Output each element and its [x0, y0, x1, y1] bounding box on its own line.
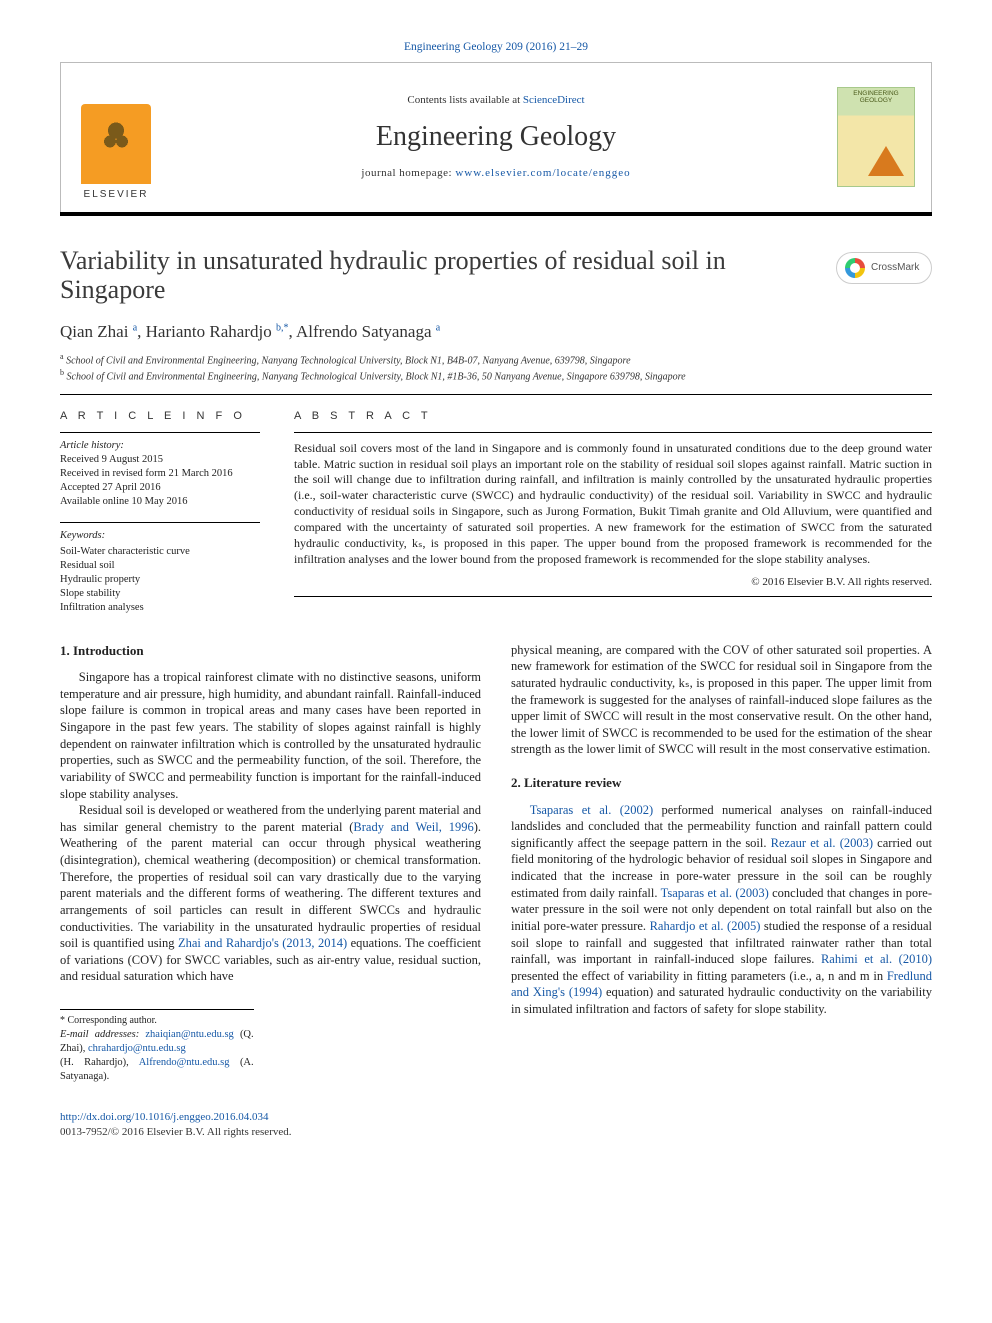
body-columns: 1. Introduction Singapore has a tropical… — [60, 642, 932, 1085]
authors-line: Qian Zhai a, Harianto Rahardjo b,*, Alfr… — [60, 321, 932, 344]
publisher-name: ELSEVIER — [84, 188, 149, 202]
section-1-p1: Singapore has a tropical rainforest clim… — [60, 669, 481, 802]
keyword-1: Soil-Water characteristic curve — [60, 545, 260, 559]
keyword-3: Hydraulic property — [60, 573, 260, 587]
homepage-prefix: journal homepage: — [361, 167, 455, 179]
corresponding-author-block: * Corresponding author. E-mail addresses… — [60, 1009, 254, 1084]
sciencedirect-link[interactable]: ScienceDirect — [523, 94, 585, 106]
author-3: Alfrendo Satyanaga — [296, 322, 431, 341]
contents-line: Contents lists available at ScienceDirec… — [171, 93, 821, 108]
history-received: Received 9 August 2015 — [60, 453, 260, 467]
journal-header: ELSEVIER Contents lists available at Sci… — [60, 62, 932, 212]
journal-name: Engineering Geology — [171, 118, 821, 156]
email-3[interactable]: Alfrendo@ntu.edu.sg — [139, 1057, 230, 1068]
email-label: E-mail addresses: — [60, 1029, 139, 1040]
ref-rahardjo-2005[interactable]: Rahardjo et al. (2005) — [650, 919, 761, 933]
article-info-heading: A R T I C L E I N F O — [60, 409, 260, 424]
abstract-subrule-2 — [294, 596, 932, 597]
ref-tsaparas-2003[interactable]: Tsaparas et al. (2003) — [661, 886, 769, 900]
history-revised: Received in revised form 21 March 2016 — [60, 467, 260, 481]
crossmark-label: CrossMark — [871, 261, 919, 275]
journal-cover-icon: ENGINEERINGGEOLOGY — [837, 87, 915, 187]
affiliation-b: b School of Civil and Environmental Engi… — [60, 368, 932, 384]
publisher-logo-area: ELSEVIER — [61, 63, 171, 212]
keywords-label: Keywords: — [60, 529, 260, 543]
corresponding-label: * Corresponding author. — [60, 1014, 254, 1028]
section-1-title: 1. Introduction — [60, 642, 481, 660]
info-subrule — [60, 432, 260, 433]
ref-rezaur-2003[interactable]: Rezaur et al. (2003) — [771, 836, 873, 850]
copyright-line: © 2016 Elsevier B.V. All rights reserved… — [294, 575, 932, 590]
section-1-p3: physical meaning, are compared with the … — [511, 642, 932, 758]
section-1-p2: Residual soil is developed or weathered … — [60, 802, 481, 985]
journal-cover-area: ENGINEERINGGEOLOGY — [821, 63, 931, 212]
email-2[interactable]: chrahardjo@ntu.edu.sg — [88, 1043, 186, 1054]
homepage-link[interactable]: www.elsevier.com/locate/enggeo — [455, 167, 630, 179]
history-accepted: Accepted 27 April 2016 — [60, 481, 260, 495]
abstract-heading: A B S T R A C T — [294, 409, 932, 424]
elsevier-tree-icon — [81, 104, 151, 184]
keyword-5: Infiltration analyses — [60, 601, 260, 615]
ref-brady-weil-1996[interactable]: Brady and Weil, 1996 — [353, 820, 473, 834]
section-2-title: 2. Literature review — [511, 774, 932, 792]
email-1[interactable]: zhaiqian@ntu.edu.sg — [145, 1029, 233, 1040]
issn-line: 0013-7952/© 2016 Elsevier B.V. All right… — [60, 1125, 932, 1140]
header-rule — [60, 212, 932, 216]
section-2-p1: Tsaparas et al. (2002) performed numeric… — [511, 802, 932, 1018]
email-line: E-mail addresses: zhaiqian@ntu.edu.sg (Q… — [60, 1028, 254, 1056]
info-subrule-2 — [60, 522, 260, 523]
author-1-affil: a — [133, 323, 137, 334]
article-info: A R T I C L E I N F O Article history: R… — [60, 409, 260, 616]
history-label: Article history: — [60, 439, 260, 453]
cover-title: ENGINEERINGGEOLOGY — [842, 91, 910, 105]
keywords-list: Soil-Water characteristic curve Residual… — [60, 545, 260, 616]
history-lines: Received 9 August 2015 Received in revis… — [60, 453, 260, 510]
author-1: Qian Zhai — [60, 322, 128, 341]
crossmark-icon — [845, 258, 865, 278]
author-3-affil: a — [436, 323, 440, 334]
abstract-column: A B S T R A C T Residual soil covers mos… — [294, 409, 932, 616]
email-line-2: (H. Rahardjo), Alfrendo@ntu.edu.sg (A. S… — [60, 1056, 254, 1084]
homepage-line: journal homepage: www.elsevier.com/locat… — [171, 166, 821, 181]
keyword-2: Residual soil — [60, 559, 260, 573]
ref-zhai-rahardjo-2013-2014[interactable]: Zhai and Rahardjo's (2013, 2014) — [178, 936, 347, 950]
paper-title: Variability in unsaturated hydraulic pro… — [60, 246, 820, 306]
contents-prefix: Contents lists available at — [407, 94, 522, 106]
history-online: Available online 10 May 2016 — [60, 495, 260, 509]
page-footer: http://dx.doi.org/10.1016/j.enggeo.2016.… — [60, 1110, 932, 1140]
crossmark-badge[interactable]: CrossMark — [836, 252, 932, 284]
abstract-subrule — [294, 432, 932, 433]
author-2: Harianto Rahardjo — [146, 322, 272, 341]
doi-link[interactable]: http://dx.doi.org/10.1016/j.enggeo.2016.… — [60, 1111, 268, 1123]
elsevier-logo: ELSEVIER — [71, 92, 161, 202]
author-2-affil: b,* — [276, 323, 289, 334]
email-2-name: (H. Rahardjo), — [60, 1057, 129, 1068]
keyword-4: Slope stability — [60, 587, 260, 601]
header-center: Contents lists available at ScienceDirec… — [171, 63, 821, 212]
ref-rahimi-2010[interactable]: Rahimi et al. (2010) — [821, 952, 932, 966]
divider-rule — [60, 394, 932, 395]
ref-tsaparas-2002[interactable]: Tsaparas et al. (2002) — [530, 803, 653, 817]
journal-citation: Engineering Geology 209 (2016) 21–29 — [60, 40, 932, 56]
journal-citation-link[interactable]: Engineering Geology 209 (2016) 21–29 — [404, 41, 588, 53]
info-abstract-row: A R T I C L E I N F O Article history: R… — [60, 409, 932, 616]
abstract-text: Residual soil covers most of the land in… — [294, 441, 932, 568]
affiliation-a: a School of Civil and Environmental Engi… — [60, 352, 932, 368]
affiliations: a School of Civil and Environmental Engi… — [60, 352, 932, 384]
